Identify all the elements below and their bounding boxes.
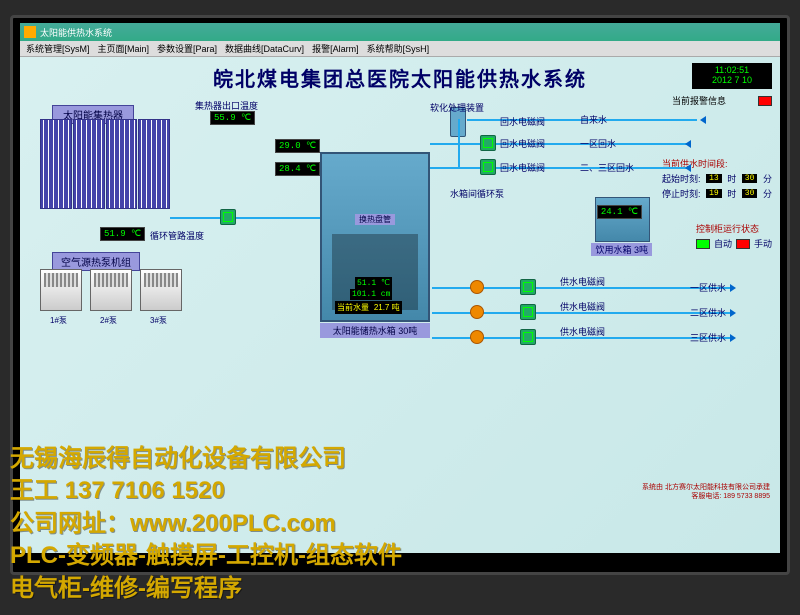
heatpump-2 [90,269,132,311]
arrow-icon [730,284,736,292]
pipe-r2 [430,167,690,169]
start-m[interactable]: 30 [742,174,758,183]
credit-text: 系统由 北方赛尔太阳能科技有限公司承建 客服电话: 189 5733 8895 [642,483,770,501]
tank-temp: 51.1 ℃ [355,277,392,289]
drink-temp: 24.1 ℃ [597,205,642,219]
valve-s3[interactable] [520,329,536,345]
window-title: 太阳能供热水系统 [40,26,112,39]
start-label: 起始时刻: [662,172,701,185]
return1-temp: 29.0 ℃ [275,139,320,153]
label-r1: 一区回水 [580,137,616,150]
manual-label: 手动 [754,237,772,250]
collector-panel [138,119,170,209]
menu-para[interactable]: 参数设置[Para] [157,42,217,55]
arrow-icon [700,116,706,124]
arrow-icon [685,140,691,148]
arrow-icon [730,334,736,342]
pipe-r1 [430,143,690,145]
label-r23: 二、三区回水 [580,161,634,174]
pipe-collector [170,217,320,219]
menubar: 系统管理[SysM] 主页面[Main] 参数设置[Para] 数据曲线[Dat… [20,41,780,57]
pump-s1[interactable] [470,280,484,294]
solar-collector [40,119,170,209]
heatpump-3 [140,269,182,311]
loop-temp-label: 循环管路温度 [150,229,204,242]
pump2-label: 2#泵 [100,315,117,326]
clock-time: 11:02:51 [694,65,770,75]
pump3-label: 3#泵 [150,315,167,326]
end-m[interactable]: 30 [742,189,758,198]
clock-date: 2012 7 10 [694,75,770,85]
collector-panel [40,119,72,209]
menu-datacurv[interactable]: 数据曲线[DataCurv] [225,42,304,55]
coil-label: 换热盘管 [355,214,395,225]
label-s3: 三区供水 [690,331,726,344]
valve-r1[interactable] [480,135,496,151]
watermark-overlay: 无锡海辰得自动化设备有限公司 王工 137 7106 1520 公司网址：www… [10,443,402,605]
menu-sysh[interactable]: 系统帮助[SysH] [367,42,430,55]
page-title: 皖北煤电集团总医院太阳能供热水系统 [213,63,587,92]
alarm-label: 当前报警信息 [672,94,726,107]
label-v-in: 回水电磁阀 [500,115,545,128]
pump-s3[interactable] [470,330,484,344]
label-vr2: 回水电磁阀 [500,161,545,174]
schedule-panel: 当前供水时间段: 起始时刻:13时30分 停止时刻:19时30分 [662,157,772,202]
drink-tank-label: 饮用水箱 3吨 [591,243,652,256]
collector-panel [106,119,138,209]
outlet-temp: 55.9 ℃ [210,111,255,125]
softener-label: 软化处理装置 [430,101,484,114]
label-vr1: 回水电磁阀 [500,137,545,150]
auto-led[interactable] [696,239,710,249]
tank-level: 101.1 cm [350,289,392,300]
loop-temp: 51.9 ℃ [100,227,145,241]
valve-s2[interactable] [520,304,536,320]
circ-pump-label: 水箱间循环泵 [450,187,504,200]
label-s1: 一区供水 [690,281,726,294]
end-h[interactable]: 19 [706,189,722,198]
label-vs2: 供水电磁阀 [560,300,605,313]
control-title: 控制柜运行状态 [696,222,772,235]
menu-main[interactable]: 主页面[Main] [98,42,150,55]
alarm-panel: 当前报警信息 [672,93,772,108]
titlebar: 太阳能供热水系统 [20,23,780,41]
label-s2: 二区供水 [690,306,726,319]
app-icon [24,26,36,38]
clock: 11:02:51 2012 7 10 [692,63,772,89]
valve-r2[interactable] [480,159,496,175]
manual-led[interactable] [736,239,750,249]
alarm-led[interactable] [758,96,772,106]
menu-sysm[interactable]: 系统管理[SysM] [26,42,90,55]
tank-volume: 当前水量 21.7 吨 [335,301,402,314]
label-vs3: 供水电磁阀 [560,325,605,338]
auto-label: 自动 [714,237,732,250]
label-inlet: 自来水 [580,113,607,126]
pump1-label: 1#泵 [50,315,67,326]
arrow-icon [730,309,736,317]
valve-s1[interactable] [520,279,536,295]
control-panel: 控制柜运行状态 自动 手动 [696,222,772,252]
start-h[interactable]: 13 [706,174,722,183]
menu-alarm[interactable]: 报警[Alarm] [312,42,359,55]
end-label: 停止时刻: [662,187,701,200]
arrow-icon [685,164,691,172]
collector-panel [73,119,105,209]
pipe-v1 [458,119,460,169]
return2-temp: 28.4 ℃ [275,162,320,176]
valve-collector[interactable] [220,209,236,225]
heatpump-1 [40,269,82,311]
tank-label: 太阳能储热水箱 30吨 [320,323,430,338]
drink-tank [595,197,650,242]
pump-s2[interactable] [470,305,484,319]
label-vs1: 供水电磁阀 [560,275,605,288]
